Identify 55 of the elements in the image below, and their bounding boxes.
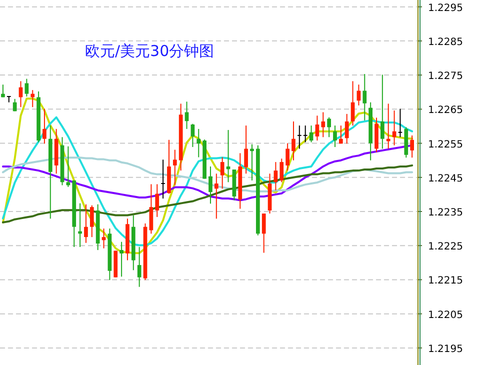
y-tick-label: 1.2225 [428,242,463,253]
y-tick-label: 1.2215 [428,276,463,287]
candlestick [362,74,367,121]
candlestick [380,74,384,150]
y-tick-label: 1.2255 [428,139,463,150]
candlestick [214,173,218,220]
candlestick [356,84,361,106]
candlestick [296,125,302,150]
candlestick [30,90,35,108]
text: 欧元/美元30分钟图 [85,42,214,60]
candlestick [250,144,254,181]
candlestick [292,120,296,161]
candlestick [196,128,201,158]
line-series [2,116,414,246]
candlestick [84,204,88,244]
candlestick [262,213,266,254]
y-tick-label: 1.2235 [428,207,463,218]
candlestick [1,84,5,98]
y-tick-label: 1.2195 [428,344,463,355]
candlestick [160,159,166,200]
y-tick-label: 1.2285 [428,36,463,48]
candlestick [208,166,212,204]
candlestick [6,96,12,103]
candlestick [350,80,355,126]
candlestick [42,108,46,144]
y-tick-label: 1.2205 [428,310,463,321]
candlestick [24,78,29,98]
candlestick [172,149,177,186]
candlestick [184,101,189,130]
candlestick [327,116,331,138]
candlestick [90,204,94,238]
candlestick [338,125,343,144]
line-series [2,156,414,192]
candlestick [333,125,337,148]
line-series [2,98,414,254]
candlestick [302,125,308,143]
candlestick [321,112,326,138]
candlestick [286,142,290,172]
y-tick-label: 1.2295 [428,2,463,14]
candlestick [190,123,195,148]
candlestick [120,241,124,278]
candlestick [274,162,278,191]
candlestick [410,134,414,158]
candlestick [137,246,142,288]
candlestick [315,115,320,142]
candlestick [220,156,224,190]
candlestick [244,125,248,174]
candlestick [155,184,160,218]
candlestick [398,108,403,138]
y-tick-label: 1.2245 [428,173,463,184]
candlestick [344,113,349,144]
candlestick [280,158,284,183]
candlestick [149,184,154,234]
y-tick-label: 1.2265 [428,105,463,116]
y-tick-label: 1.2275 [428,71,463,82]
